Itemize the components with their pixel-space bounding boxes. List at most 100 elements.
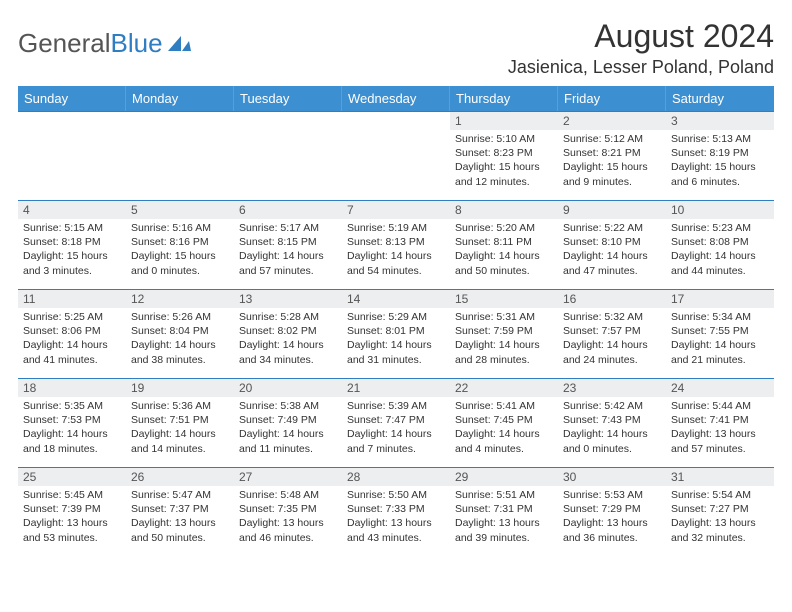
day-number: 31 <box>666 468 774 486</box>
day-number: 15 <box>450 290 558 308</box>
day-cell: 18 Sunrise: 5:35 AMSunset: 7:53 PMDayligh… <box>18 379 126 467</box>
day-cell: 1 Sunrise: 5:10 AMSunset: 8:23 PMDaylight… <box>450 112 558 200</box>
day-cell: 21Sunrise: 5:39 AMSunset: 7:47 PMDayligh… <box>342 379 450 467</box>
day-details: Sunrise: 5:45 AMSunset: 7:39 PMDaylight:… <box>23 488 121 545</box>
day-cell: 14 Sunrise: 5:29 AMSunset: 8:01 PMDayligh… <box>342 290 450 378</box>
day-details: Sunrise: 5:32 AMSunset: 7:57 PMDaylight:… <box>563 310 661 367</box>
day-cell: 11Sunrise: 5:25 AMSunset: 8:06 PMDayligh… <box>18 290 126 378</box>
header: GeneralBlue August 2024 Jasienica, Lesse… <box>18 18 774 78</box>
day-cell: 26 Sunrise: 5:47 AMSunset: 7:37 PMDayligh… <box>126 468 234 556</box>
day-number: 18 <box>18 379 126 397</box>
day-number: 17 <box>666 290 774 308</box>
week-row: 25 Sunrise: 5:45 AMSunset: 7:39 PMDayligh… <box>18 467 774 556</box>
day-number: 28 <box>342 468 450 486</box>
day-cell: 3Sunrise: 5:13 AMSunset: 8:19 PMDaylight… <box>666 112 774 200</box>
day-number: 29 <box>450 468 558 486</box>
day-details: Sunrise: 5:51 AMSunset: 7:31 PMDaylight:… <box>455 488 553 545</box>
day-cell: 5 Sunrise: 5:16 AMSunset: 8:16 PMDaylight… <box>126 201 234 289</box>
day-details: Sunrise: 5:50 AMSunset: 7:33 PMDaylight:… <box>347 488 445 545</box>
day-details: Sunrise: 5:48 AMSunset: 7:35 PMDaylight:… <box>239 488 337 545</box>
week-row: 11Sunrise: 5:25 AMSunset: 8:06 PMDayligh… <box>18 289 774 378</box>
day-cell: 27 Sunrise: 5:48 AMSunset: 7:35 PMDayligh… <box>234 468 342 556</box>
day-details: Sunrise: 5:36 AMSunset: 7:51 PMDaylight:… <box>131 399 229 456</box>
day-details: Sunrise: 5:12 AMSunset: 8:21 PMDaylight:… <box>563 132 661 189</box>
logo-icon <box>167 28 193 59</box>
weekday-header-cell: Saturday <box>666 86 774 111</box>
day-cell: 19 Sunrise: 5:36 AMSunset: 7:51 PMDayligh… <box>126 379 234 467</box>
logo-text-blue: Blue <box>111 28 163 59</box>
day-details: Sunrise: 5:53 AMSunset: 7:29 PMDaylight:… <box>563 488 661 545</box>
day-cell: 29 Sunrise: 5:51 AMSunset: 7:31 PMDayligh… <box>450 468 558 556</box>
day-details: Sunrise: 5:54 AMSunset: 7:27 PMDaylight:… <box>671 488 769 545</box>
day-cell: 17 Sunrise: 5:34 AMSunset: 7:55 PMDayligh… <box>666 290 774 378</box>
weekday-header-cell: Thursday <box>450 86 558 111</box>
day-number: 12 <box>126 290 234 308</box>
day-number: 25 <box>18 468 126 486</box>
day-cell: 4Sunrise: 5:15 AMSunset: 8:18 PMDaylight… <box>18 201 126 289</box>
empty-day-cell <box>18 112 126 200</box>
day-cell: 8 Sunrise: 5:20 AMSunset: 8:11 PMDaylight… <box>450 201 558 289</box>
day-details: Sunrise: 5:34 AMSunset: 7:55 PMDaylight:… <box>671 310 769 367</box>
day-number: 27 <box>234 468 342 486</box>
empty-day-cell <box>342 112 450 200</box>
day-details: Sunrise: 5:13 AMSunset: 8:19 PMDaylight:… <box>671 132 769 189</box>
day-number: 14 <box>342 290 450 308</box>
day-number: 5 <box>126 201 234 219</box>
day-cell: 23Sunrise: 5:42 AMSunset: 7:43 PMDayligh… <box>558 379 666 467</box>
weekday-header-cell: Wednesday <box>342 86 450 111</box>
day-number: 19 <box>126 379 234 397</box>
day-cell: 31 Sunrise: 5:54 AMSunset: 7:27 PMDayligh… <box>666 468 774 556</box>
day-details: Sunrise: 5:35 AMSunset: 7:53 PMDaylight:… <box>23 399 121 456</box>
day-details: Sunrise: 5:47 AMSunset: 7:37 PMDaylight:… <box>131 488 229 545</box>
week-row: 1 Sunrise: 5:10 AMSunset: 8:23 PMDaylight… <box>18 111 774 200</box>
logo-text-gray: General <box>18 28 111 59</box>
day-cell: 7Sunrise: 5:19 AMSunset: 8:13 PMDaylight… <box>342 201 450 289</box>
day-details: Sunrise: 5:16 AMSunset: 8:16 PMDaylight:… <box>131 221 229 278</box>
day-number: 1 <box>450 112 558 130</box>
weekday-header-cell: Friday <box>558 86 666 111</box>
day-details: Sunrise: 5:17 AMSunset: 8:15 PMDaylight:… <box>239 221 337 278</box>
day-number: 23 <box>558 379 666 397</box>
day-details: Sunrise: 5:38 AMSunset: 7:49 PMDaylight:… <box>239 399 337 456</box>
day-number: 10 <box>666 201 774 219</box>
day-number: 8 <box>450 201 558 219</box>
day-number: 26 <box>126 468 234 486</box>
day-cell: 15 Sunrise: 5:31 AMSunset: 7:59 PMDayligh… <box>450 290 558 378</box>
week-row: 18 Sunrise: 5:35 AMSunset: 7:53 PMDayligh… <box>18 378 774 467</box>
day-cell: 6Sunrise: 5:17 AMSunset: 8:15 PMDaylight… <box>234 201 342 289</box>
day-number: 11 <box>18 290 126 308</box>
day-cell: 20Sunrise: 5:38 AMSunset: 7:49 PMDayligh… <box>234 379 342 467</box>
day-details: Sunrise: 5:29 AMSunset: 8:01 PMDaylight:… <box>347 310 445 367</box>
day-number: 4 <box>18 201 126 219</box>
day-details: Sunrise: 5:22 AMSunset: 8:10 PMDaylight:… <box>563 221 661 278</box>
day-cell: 28 Sunrise: 5:50 AMSunset: 7:33 PMDayligh… <box>342 468 450 556</box>
day-cell: 9 Sunrise: 5:22 AMSunset: 8:10 PMDaylight… <box>558 201 666 289</box>
day-details: Sunrise: 5:44 AMSunset: 7:41 PMDaylight:… <box>671 399 769 456</box>
calendar: SundayMondayTuesdayWednesdayThursdayFrid… <box>18 86 774 556</box>
empty-day-cell <box>234 112 342 200</box>
weeks-container: 1 Sunrise: 5:10 AMSunset: 8:23 PMDaylight… <box>18 111 774 556</box>
logo: GeneralBlue <box>18 18 193 59</box>
day-cell: 13Sunrise: 5:28 AMSunset: 8:02 PMDayligh… <box>234 290 342 378</box>
day-cell: 10 Sunrise: 5:23 AMSunset: 8:08 PMDayligh… <box>666 201 774 289</box>
weekday-header-cell: Sunday <box>18 86 126 111</box>
day-cell: 30Sunrise: 5:53 AMSunset: 7:29 PMDayligh… <box>558 468 666 556</box>
weekday-header-row: SundayMondayTuesdayWednesdayThursdayFrid… <box>18 86 774 111</box>
weekday-header-cell: Monday <box>126 86 234 111</box>
location-text: Jasienica, Lesser Poland, Poland <box>508 57 774 78</box>
day-number: 7 <box>342 201 450 219</box>
week-row: 4Sunrise: 5:15 AMSunset: 8:18 PMDaylight… <box>18 200 774 289</box>
day-details: Sunrise: 5:10 AMSunset: 8:23 PMDaylight:… <box>455 132 553 189</box>
day-details: Sunrise: 5:31 AMSunset: 7:59 PMDaylight:… <box>455 310 553 367</box>
day-cell: 24Sunrise: 5:44 AMSunset: 7:41 PMDayligh… <box>666 379 774 467</box>
day-details: Sunrise: 5:41 AMSunset: 7:45 PMDaylight:… <box>455 399 553 456</box>
day-number: 22 <box>450 379 558 397</box>
day-number: 2 <box>558 112 666 130</box>
day-cell: 12Sunrise: 5:26 AMSunset: 8:04 PMDayligh… <box>126 290 234 378</box>
day-details: Sunrise: 5:20 AMSunset: 8:11 PMDaylight:… <box>455 221 553 278</box>
day-number: 9 <box>558 201 666 219</box>
day-details: Sunrise: 5:23 AMSunset: 8:08 PMDaylight:… <box>671 221 769 278</box>
day-number: 16 <box>558 290 666 308</box>
weekday-header-cell: Tuesday <box>234 86 342 111</box>
day-cell: 16 Sunrise: 5:32 AMSunset: 7:57 PMDayligh… <box>558 290 666 378</box>
